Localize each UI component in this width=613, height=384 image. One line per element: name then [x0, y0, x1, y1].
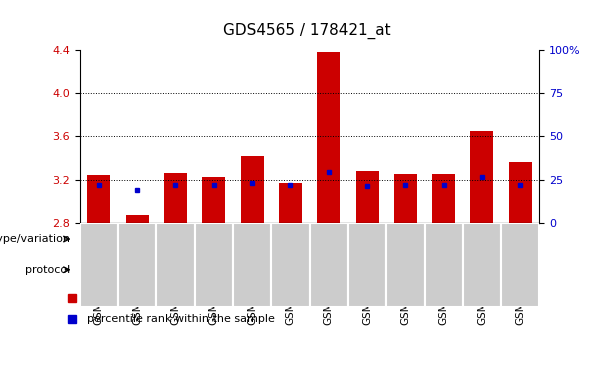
FancyBboxPatch shape	[310, 257, 424, 283]
FancyBboxPatch shape	[156, 223, 195, 307]
Bar	[164, 173, 187, 223]
FancyBboxPatch shape	[310, 223, 348, 307]
Text: hrg-2 mutant: hrg-2 mutant	[385, 233, 464, 245]
FancyBboxPatch shape	[80, 257, 195, 283]
FancyBboxPatch shape	[424, 223, 463, 307]
Bar	[202, 177, 226, 223]
Bar	[432, 174, 455, 223]
FancyBboxPatch shape	[195, 257, 310, 283]
FancyBboxPatch shape	[386, 223, 424, 307]
FancyBboxPatch shape	[348, 223, 386, 307]
Text: percentile rank within the sample: percentile rank within the sample	[87, 314, 275, 324]
FancyBboxPatch shape	[80, 226, 310, 252]
Bar	[394, 174, 417, 223]
Bar	[279, 183, 302, 223]
Bar	[356, 171, 379, 223]
Text: transformed count: transformed count	[87, 293, 191, 303]
Text: genotype/variation: genotype/variation	[0, 234, 70, 244]
Text: heme 20uM: heme 20uM	[447, 263, 517, 276]
Bar	[471, 131, 493, 223]
Text: heme 4uM: heme 4uM	[336, 263, 398, 276]
FancyBboxPatch shape	[80, 223, 118, 307]
Text: protocol: protocol	[25, 265, 70, 275]
Text: heme 4uM: heme 4uM	[106, 263, 169, 276]
FancyBboxPatch shape	[310, 226, 539, 252]
FancyBboxPatch shape	[118, 223, 156, 307]
Bar	[240, 156, 264, 223]
FancyBboxPatch shape	[424, 257, 539, 283]
FancyBboxPatch shape	[501, 223, 539, 307]
Text: wild type: wild type	[167, 233, 222, 245]
FancyBboxPatch shape	[271, 223, 310, 307]
Bar	[318, 52, 340, 223]
Bar	[87, 175, 110, 223]
Text: GDS4565 / 178421_at: GDS4565 / 178421_at	[223, 23, 390, 39]
FancyBboxPatch shape	[463, 223, 501, 307]
FancyBboxPatch shape	[195, 223, 233, 307]
Bar	[509, 162, 531, 223]
FancyBboxPatch shape	[233, 223, 271, 307]
Text: heme 20uM: heme 20uM	[217, 263, 287, 276]
Bar	[126, 215, 149, 223]
